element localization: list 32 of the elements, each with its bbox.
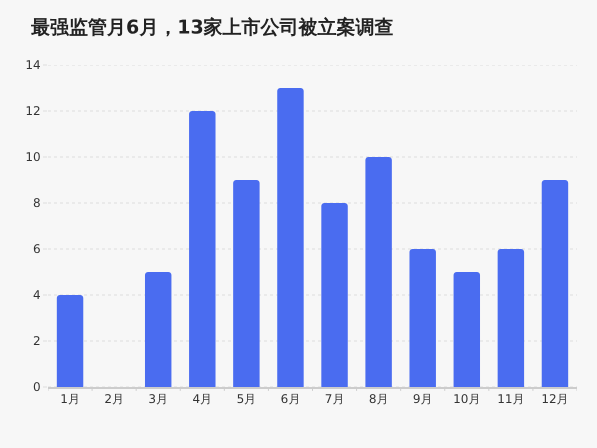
y-tick-label: 6 [32,242,41,256]
x-tick-label: 9月 [412,392,433,406]
x-tick-label: 1月 [60,392,80,406]
x-tick-label: 11月 [497,392,525,406]
bar [144,272,172,387]
x-tick-label: 4月 [192,392,212,406]
bar [321,203,348,387]
x-tick-label: 12月 [541,392,569,406]
bar [542,180,568,387]
chart-title: 最强监管月6月，13家上市公司被立案调查 [30,16,394,39]
x-tick-label: 10月 [453,392,480,406]
bar [498,249,524,387]
bar [233,180,260,387]
x-tick-label: 7月 [324,392,344,406]
x-tick-label: 5月 [236,392,256,406]
bar [409,249,436,387]
y-tick-label: 14 [25,58,41,72]
y-tick-label: 4 [32,288,41,302]
y-tick-label: 2 [32,334,41,348]
bar [56,295,84,387]
x-tick-label: 3月 [148,392,168,406]
y-tick-label: 0 [32,380,41,394]
bar [189,111,216,387]
y-tick-label: 12 [25,104,41,118]
x-tick-label: 6月 [280,392,300,406]
y-tick-label: 10 [25,150,41,164]
bar [277,88,304,387]
x-tick-label: 2月 [104,392,124,406]
bar [365,157,392,387]
y-tick-label: 8 [32,196,41,210]
bar [454,272,480,387]
x-tick-label: 8月 [368,392,388,406]
